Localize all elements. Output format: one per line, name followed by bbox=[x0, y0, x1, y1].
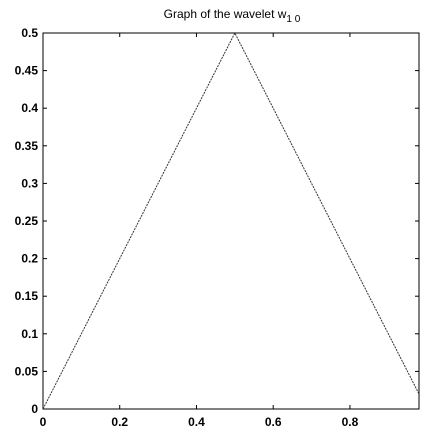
y-tick-label: 0.35 bbox=[15, 139, 39, 153]
chart-title-subscript: 1 0 bbox=[286, 14, 300, 25]
y-tick-label: 0.45 bbox=[15, 64, 39, 78]
x-axis: 0 0.2 0.4 0.6 0.8 bbox=[40, 33, 359, 429]
y-tick-label: 0.05 bbox=[15, 364, 39, 378]
y-tick-label: 0.2 bbox=[21, 252, 38, 266]
y-tick-label: 0.4 bbox=[21, 101, 38, 115]
y-tick-label: 0.15 bbox=[15, 289, 39, 303]
y-tick-label: 0 bbox=[31, 402, 38, 416]
y-tick-label: 0.25 bbox=[15, 214, 39, 228]
plot-frame bbox=[43, 33, 419, 409]
series-line bbox=[43, 33, 419, 409]
y-axis: 0 0.05 0.1 0.15 0.2 0.25 0.3 0.35 0.4 0.45 0.5 bbox=[15, 26, 419, 416]
series-layer bbox=[43, 33, 419, 409]
x-tick-label: 0.8 bbox=[342, 415, 359, 429]
chart-title-main: Graph of the wavelet w bbox=[164, 7, 287, 21]
x-tick-label: 0.6 bbox=[265, 415, 282, 429]
x-tick-label: 0.4 bbox=[188, 415, 205, 429]
x-tick-label: 0 bbox=[40, 415, 47, 429]
y-tick-label: 0.1 bbox=[21, 327, 38, 341]
x-tick-label: 0.2 bbox=[111, 415, 128, 429]
chart-title: Graph of the wavelet w1 0 bbox=[164, 7, 301, 25]
y-tick-label: 0.3 bbox=[21, 176, 38, 190]
y-tick-label: 0.5 bbox=[21, 26, 38, 40]
